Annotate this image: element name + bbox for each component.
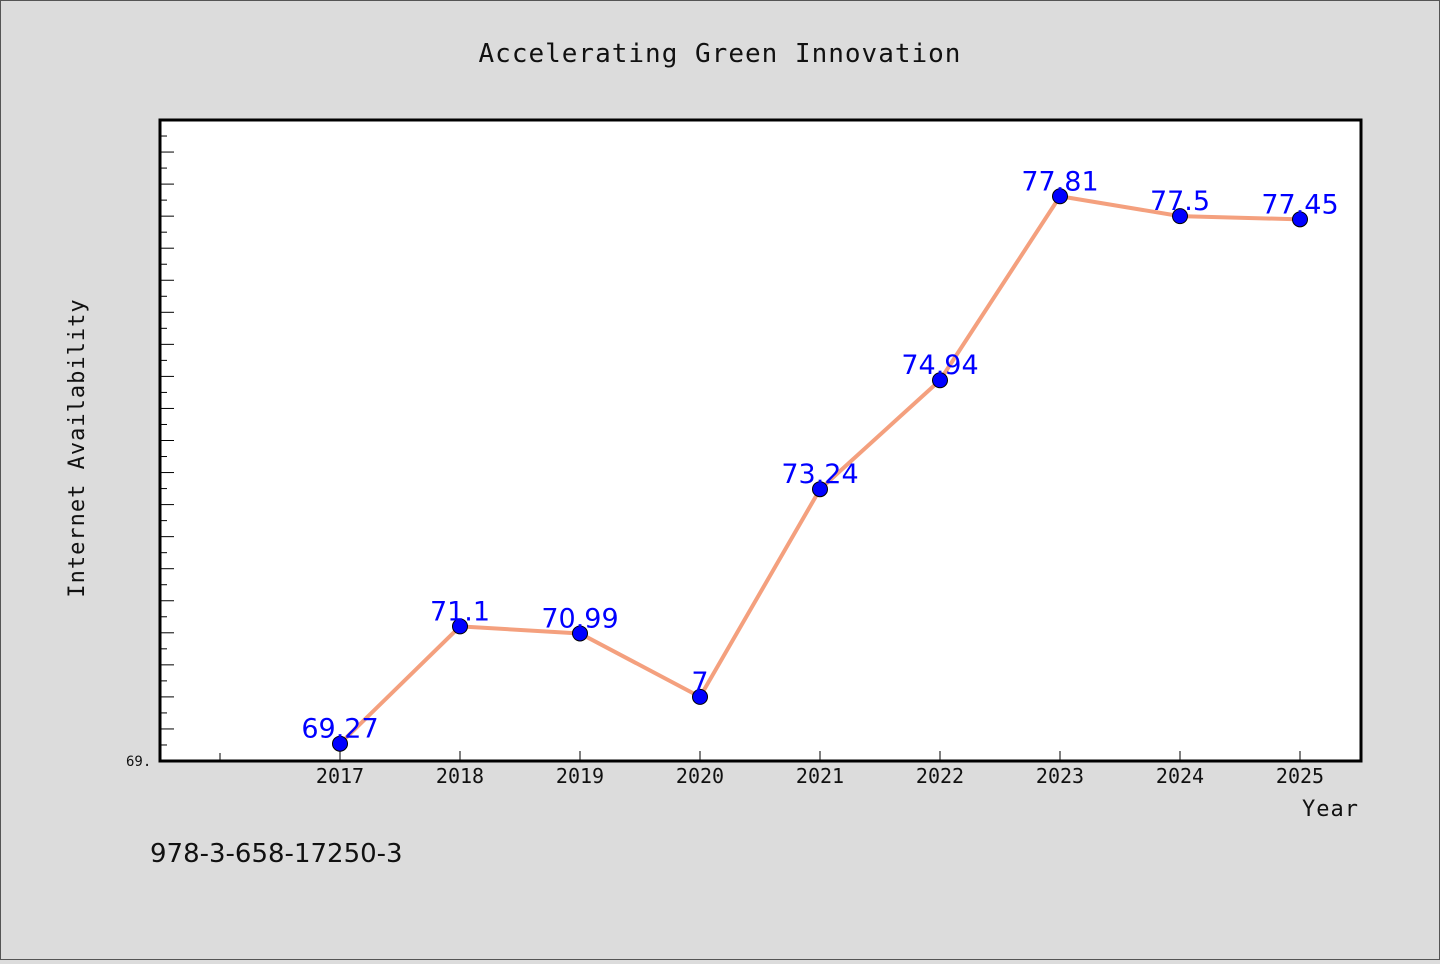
plot-border [158,118,1363,763]
y-axis-label: Internet Availability [65,298,90,597]
data-label: 71.1 [430,596,490,627]
data-point [572,625,588,642]
x-tick-label: 2022 [916,764,964,788]
data-labels: 69.27 71.1 70.99 7 73.24 74.94 77.81 77.5 77.45 [301,166,1338,744]
data-point [1292,211,1308,228]
x-axis-ticks: 2017 2018 2019 2020 2021 2022 2023 2024 2025 [219,751,1324,788]
x-tick-label: 2024 [1156,764,1204,788]
series-markers [332,188,1308,752]
data-point [1052,188,1068,205]
data-point [932,372,948,389]
data-point [332,735,348,752]
footer-isbn: 978-3-658-17250-3 [150,839,403,869]
data-label: 73.24 [781,459,858,490]
y-axis-ticks [160,119,174,762]
x-tick-label: 2017 [316,764,364,788]
plot-area [160,120,1361,761]
x-tick-label: 2025 [1276,764,1324,788]
data-point [1172,208,1188,225]
data-label: 77.81 [1021,166,1098,197]
data-label: 77.45 [1261,189,1338,220]
data-label: 70.99 [541,603,618,634]
x-tick-label: 2021 [796,764,844,788]
data-point [452,618,468,635]
x-tick-label: 2023 [1036,764,1084,788]
data-label: 7 [691,667,708,698]
chart-title: Accelerating Green Innovation [479,39,962,69]
x-tick-label: 2019 [556,764,604,788]
data-point [812,481,828,498]
data-label: 77.5 [1150,186,1210,217]
data-label: 74.94 [901,350,978,381]
x-tick-label: 2018 [436,764,484,788]
data-label: 69.27 [301,714,378,745]
y-tick-label: 69. [126,754,151,770]
x-tick-label: 2020 [676,764,724,788]
data-point [692,688,708,705]
x-axis-label: Year [1302,797,1359,822]
